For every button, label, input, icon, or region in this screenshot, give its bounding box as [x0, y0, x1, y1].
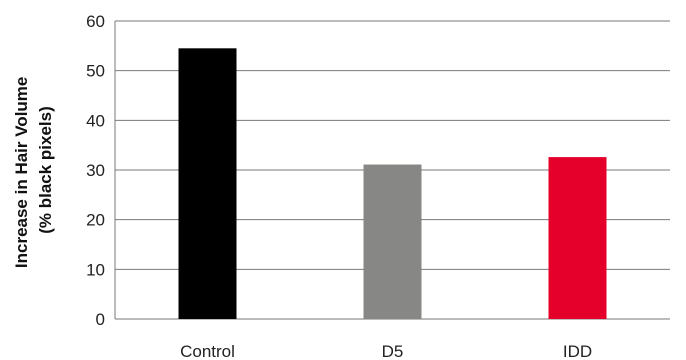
y-tick-label-20: 20: [86, 211, 105, 230]
x-axis-ticks: Control D5 IDD: [180, 342, 592, 360]
bars: [178, 48, 607, 320]
y-tick-label-50: 50: [86, 62, 105, 81]
x-tick-label-d5: D5: [382, 342, 404, 360]
y-tick-label-30: 30: [86, 161, 105, 180]
bar-d5: [363, 164, 422, 319]
y-tick-label-40: 40: [86, 111, 105, 130]
bar-control: [178, 48, 237, 320]
x-tick-label-control: Control: [180, 342, 235, 360]
x-tick-label-idd: IDD: [563, 342, 592, 360]
y-axis-label-line-2: (% black pixels): [36, 106, 55, 234]
y-axis-label: Increase in Hair Volume (% black pixels): [12, 72, 55, 268]
y-tick-label-0: 0: [96, 310, 105, 329]
y-axis-label-line-1: Increase in Hair Volume: [12, 77, 31, 268]
y-axis-ticks: 0 10 20 30 40 50 60: [86, 12, 105, 329]
bar-idd: [548, 157, 607, 319]
y-tick-label-10: 10: [86, 260, 105, 279]
y-tick-label-60: 60: [86, 12, 105, 31]
